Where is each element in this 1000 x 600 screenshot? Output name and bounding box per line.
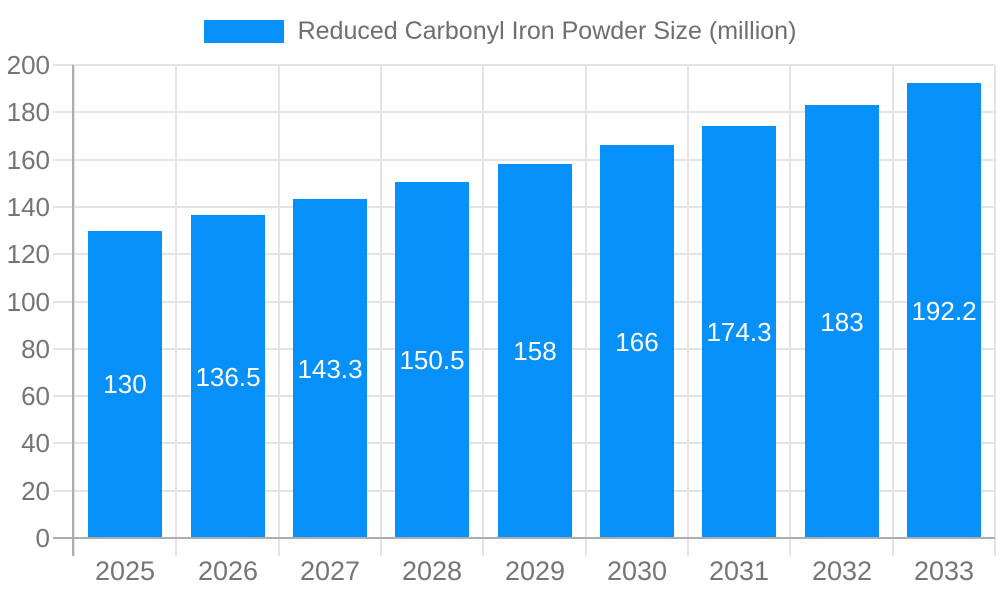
gridline-horizontal [53,111,995,113]
bar-value-label: 136.5 [195,362,261,392]
gridline-vertical [789,65,791,556]
bar-2027[interactable] [293,199,367,538]
bar-2031[interactable] [702,126,776,538]
bar-2029[interactable] [498,164,572,538]
bar-value-label: 183 [820,307,864,337]
y-axis-tick-label: 200 [6,50,50,80]
bar-value-label: 192.2 [911,296,977,326]
y-axis-tick-label: 100 [6,287,50,317]
bar-2030[interactable] [600,145,674,538]
gridline-vertical [687,65,689,556]
bar-value-label: 143.3 [297,354,363,384]
gridline-horizontal [53,64,995,66]
y-axis-tick-label: 160 [6,145,50,175]
x-axis-tick-label: 2026 [197,556,259,586]
gridline-horizontal [53,159,995,161]
gridline-vertical [380,65,382,556]
gridline-vertical [278,65,280,556]
gridline-vertical [585,65,587,556]
x-axis-tick-label: 2032 [811,556,873,586]
bar-value-label: 174.3 [706,317,772,347]
gridline-vertical [892,65,894,556]
x-axis-tick-label: 2033 [913,556,975,586]
y-axis-line [72,65,74,556]
y-axis-tick-label: 140 [6,192,50,222]
legend-swatch-icon [203,20,284,43]
bar-value-label: 158 [513,336,557,366]
gridline-vertical [73,65,75,556]
bar-2025[interactable] [88,231,162,538]
x-axis-tick-label: 2027 [299,556,361,586]
x-axis-tick-label: 2025 [94,556,156,586]
x-axis-line [53,537,995,539]
x-axis-tick-label: 2031 [708,556,770,586]
bar-value-label: 150.5 [399,345,465,375]
y-axis-tick-label: 120 [6,239,50,269]
legend-item[interactable]: Reduced Carbonyl Iron Powder Size (milli… [0,18,1000,45]
bar-value-label: 130 [103,369,147,399]
y-axis-tick-label: 80 [21,334,50,364]
gridline-vertical [994,65,996,556]
legend-label: Reduced Carbonyl Iron Powder Size (milli… [297,17,797,45]
x-axis-tick-label: 2028 [401,556,463,586]
gridline-vertical [175,65,177,556]
y-axis-tick-label: 20 [21,476,50,506]
y-axis-tick-label: 60 [21,381,50,411]
y-axis-tick-label: 40 [21,428,50,458]
bar-2026[interactable] [191,215,265,538]
gridline-vertical [482,65,484,556]
x-axis-tick-label: 2030 [606,556,668,586]
bar-2033[interactable] [907,83,981,538]
y-axis-tick-label: 0 [35,523,50,553]
bar-2028[interactable] [395,182,469,538]
x-axis-tick-label: 2029 [504,556,566,586]
y-axis-tick-label: 180 [6,97,50,127]
bar-2032[interactable] [805,105,879,538]
bar-value-label: 166 [615,327,659,357]
